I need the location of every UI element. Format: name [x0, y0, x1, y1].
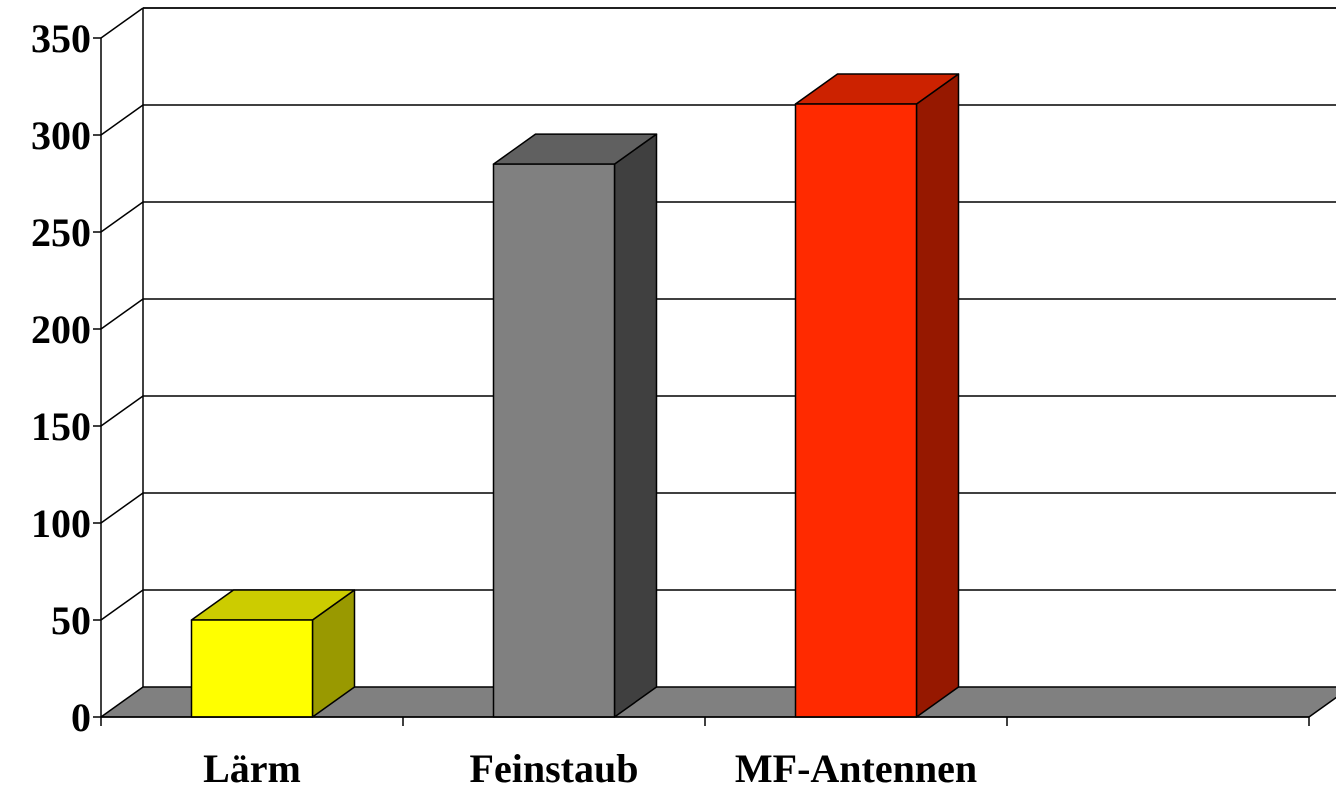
- bar-1: [492, 133, 658, 718]
- y-tick-label: 350: [31, 16, 91, 61]
- y-tick-label: 0: [71, 695, 91, 740]
- gridline-wall: [100, 201, 144, 233]
- gridline-wall: [100, 104, 144, 136]
- bar-side-face: [915, 73, 960, 718]
- bars-layer: [190, 73, 960, 718]
- gridline-wall: [100, 589, 144, 621]
- y-tick-label: 300: [31, 113, 91, 158]
- bar-front-face: [190, 619, 314, 718]
- y-tick-label: 50: [51, 598, 91, 643]
- x-category-label: MF-Antennen: [735, 746, 977, 787]
- y-tick-label: 150: [31, 404, 91, 449]
- y-tick-label: 200: [31, 307, 91, 352]
- bar-2: [794, 73, 960, 718]
- gridline-wall: [100, 492, 144, 524]
- bar-side-face: [613, 133, 658, 718]
- gridline-wall: [100, 7, 144, 39]
- bar-front-face: [492, 163, 616, 718]
- x-category-label: Lärm: [203, 746, 301, 787]
- gridline-wall: [100, 298, 144, 330]
- x-category-label: Feinstaub: [470, 746, 639, 787]
- y-tick-label: 100: [31, 501, 91, 546]
- gridlines-layer: [100, 7, 1336, 621]
- bar-front-face: [794, 103, 918, 718]
- y-tick-label: 250: [31, 210, 91, 255]
- bar-0: [190, 589, 356, 718]
- labels-layer: 0 50 100 150 200 250 300 350 Lärm Feinstaub MF-Ant…: [31, 16, 977, 787]
- axes-layer: [93, 37, 1310, 726]
- gridline-wall: [100, 395, 144, 427]
